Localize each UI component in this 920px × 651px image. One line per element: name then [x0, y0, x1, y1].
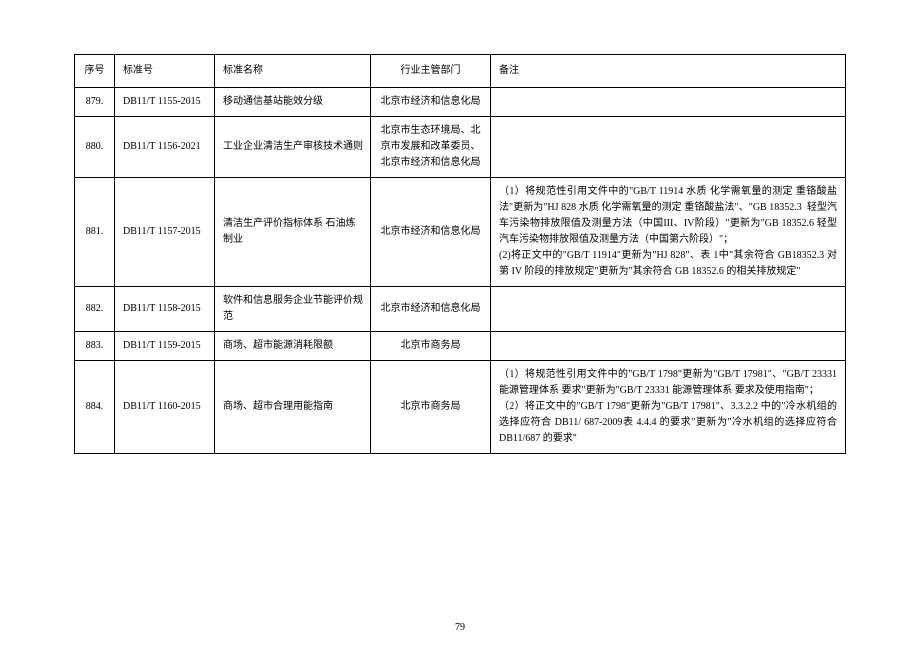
standards-table: 序号 标准号 标准名称 行业主管部门 备注 879.DB11/T 1155-20… — [74, 54, 846, 454]
table-row: 881.DB11/T 1157-2015清洁生产评价指标体系 石油炼制业北京市经… — [75, 178, 846, 287]
cell-dept: 北京市经济和信息化局 — [371, 178, 491, 287]
header-dept: 行业主管部门 — [371, 55, 491, 88]
cell-std: DB11/T 1157-2015 — [115, 178, 215, 287]
table-body: 879.DB11/T 1155-2015移动通信基站能效分级北京市经济和信息化局… — [75, 88, 846, 454]
cell-std: DB11/T 1158-2015 — [115, 287, 215, 332]
header-name: 标准名称 — [215, 55, 371, 88]
cell-dept: 北京市经济和信息化局 — [371, 88, 491, 117]
cell-notes — [491, 117, 846, 178]
cell-name: 商场、超市能源消耗限额 — [215, 332, 371, 361]
table-row: 879.DB11/T 1155-2015移动通信基站能效分级北京市经济和信息化局 — [75, 88, 846, 117]
cell-std: DB11/T 1156-2021 — [115, 117, 215, 178]
cell-std: DB11/T 1160-2015 — [115, 361, 215, 454]
table-row: 882.DB11/T 1158-2015软件和信息服务企业节能评价规范北京市经济… — [75, 287, 846, 332]
cell-notes — [491, 88, 846, 117]
cell-dept: 北京市生态环境局、北京市发展和改革委员、北京市经济和信息化局 — [371, 117, 491, 178]
cell-std: DB11/T 1155-2015 — [115, 88, 215, 117]
cell-seq: 881. — [75, 178, 115, 287]
table-row: 880.DB11/T 1156-2021工业企业清洁生产审核技术通则北京市生态环… — [75, 117, 846, 178]
cell-notes: （1）将规范性引用文件中的"GB/T 1798"更新为"GB/T 17981"、… — [491, 361, 846, 454]
cell-seq: 884. — [75, 361, 115, 454]
table-row: 884.DB11/T 1160-2015商场、超市合理用能指南北京市商务局（1）… — [75, 361, 846, 454]
cell-dept: 北京市商务局 — [371, 332, 491, 361]
cell-seq: 883. — [75, 332, 115, 361]
cell-name: 移动通信基站能效分级 — [215, 88, 371, 117]
cell-notes — [491, 332, 846, 361]
cell-name: 清洁生产评价指标体系 石油炼制业 — [215, 178, 371, 287]
cell-std: DB11/T 1159-2015 — [115, 332, 215, 361]
cell-seq: 880. — [75, 117, 115, 178]
header-seq: 序号 — [75, 55, 115, 88]
cell-notes — [491, 287, 846, 332]
cell-name: 软件和信息服务企业节能评价规范 — [215, 287, 371, 332]
header-std: 标准号 — [115, 55, 215, 88]
cell-dept: 北京市商务局 — [371, 361, 491, 454]
cell-name: 商场、超市合理用能指南 — [215, 361, 371, 454]
cell-name: 工业企业清洁生产审核技术通则 — [215, 117, 371, 178]
cell-seq: 879. — [75, 88, 115, 117]
header-notes: 备注 — [491, 55, 846, 88]
table-header-row: 序号 标准号 标准名称 行业主管部门 备注 — [75, 55, 846, 88]
cell-dept: 北京市经济和信息化局 — [371, 287, 491, 332]
table-row: 883.DB11/T 1159-2015商场、超市能源消耗限额北京市商务局 — [75, 332, 846, 361]
cell-notes: （1）将规范性引用文件中的"GB/T 11914 水质 化学需氧量的测定 重铬酸… — [491, 178, 846, 287]
cell-seq: 882. — [75, 287, 115, 332]
page-number: 79 — [0, 622, 920, 633]
